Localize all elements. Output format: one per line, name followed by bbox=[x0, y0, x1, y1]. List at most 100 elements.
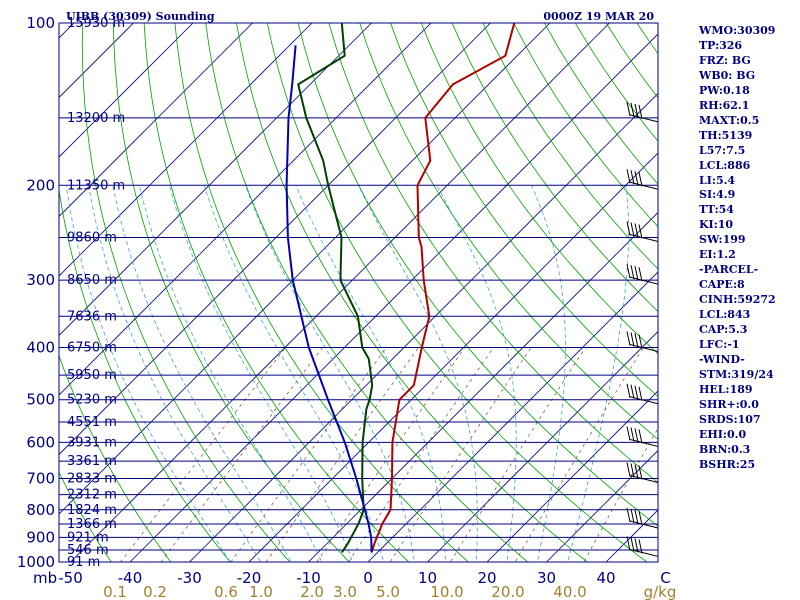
isotherm-line bbox=[427, 330, 658, 562]
isotherm-line bbox=[59, 23, 313, 277]
height-label: 1366 m bbox=[67, 517, 117, 532]
wind-barb-flag bbox=[626, 536, 631, 551]
wind-barb-flag bbox=[630, 102, 635, 118]
wind-barb-staff bbox=[629, 475, 659, 483]
dry-adiabat-line bbox=[297, 23, 658, 527]
height-label: 5950 m bbox=[67, 368, 117, 383]
height-label: 2833 m bbox=[67, 472, 117, 487]
wind-barb-flag bbox=[638, 104, 643, 120]
temperature-profile-line bbox=[370, 23, 516, 553]
temperature-tick-label: -10 bbox=[296, 569, 321, 587]
height-label: 2312 m bbox=[67, 488, 117, 503]
dry-adiabat-line bbox=[112, 23, 350, 562]
wind-barb bbox=[626, 383, 659, 405]
isotherm-line bbox=[725, 23, 800, 562]
mixing-ratio-tick-label: 3.0 bbox=[333, 583, 357, 600]
wind-barb-flag bbox=[630, 508, 635, 524]
sounding-datetime: 0000Z 19 MAR 20 bbox=[543, 10, 654, 23]
moist-adiabat-line bbox=[436, 185, 517, 562]
height-label: 921 m bbox=[67, 530, 109, 545]
moist-adiabat-line bbox=[295, 185, 446, 562]
wind-barb bbox=[626, 462, 659, 483]
wind-barb-staff bbox=[629, 181, 659, 190]
wind-barb-flag bbox=[630, 427, 635, 442]
height-label: 7636 m bbox=[67, 309, 117, 324]
height-label: 546 m bbox=[67, 543, 109, 558]
dry-adiabat-line bbox=[729, 23, 800, 573]
height-label: 11350 m bbox=[67, 178, 125, 193]
wind-barb bbox=[626, 536, 659, 557]
wind-barb bbox=[626, 507, 659, 529]
isotherm-line bbox=[129, 33, 658, 562]
wind-barb-staff bbox=[629, 396, 659, 405]
wind-barb bbox=[626, 264, 659, 285]
mixing-ratio-line bbox=[160, 347, 324, 562]
isotherm-line bbox=[59, 23, 194, 158]
mixing-ratio-tick-label: 0.6 bbox=[214, 583, 238, 600]
height-label: 3931 m bbox=[67, 435, 117, 450]
isotherm-line bbox=[189, 92, 658, 562]
temperature-tick-label: -30 bbox=[177, 569, 202, 587]
wind-barb-flag bbox=[638, 429, 643, 444]
station-title: UIBB (30309) Sounding bbox=[66, 10, 215, 23]
mixing-ratio-line bbox=[316, 347, 466, 562]
mixing-ratio-tick-label: 40.0 bbox=[553, 583, 586, 600]
moist-adiabat-line bbox=[112, 185, 292, 562]
wind-barb-flag bbox=[638, 386, 643, 401]
wind-barb-staff bbox=[629, 548, 659, 557]
temperature-tick-label: -40 bbox=[118, 569, 143, 587]
wind-barb-flag bbox=[626, 383, 631, 398]
temperature-tick-label: 0 bbox=[363, 569, 373, 587]
dry-adiabat-line bbox=[59, 187, 231, 562]
wind-barb-flag bbox=[634, 428, 639, 443]
parcel-profile-line bbox=[285, 45, 373, 553]
height-label: 5230 m bbox=[67, 393, 117, 408]
height-label: 8650 m bbox=[67, 273, 117, 288]
dry-adiabat-line bbox=[59, 354, 172, 562]
wind-barb-flag bbox=[630, 463, 635, 478]
pressure-tick-label: 700 bbox=[26, 470, 55, 488]
wind-barb-staff bbox=[629, 276, 659, 285]
plot-frame bbox=[58, 22, 659, 563]
height-label: 15930 m bbox=[67, 16, 125, 31]
wind-barb-flag bbox=[626, 264, 631, 279]
dry-adiabat-line bbox=[0, 23, 59, 573]
mixing-ratio-line bbox=[389, 347, 532, 562]
height-label: 13200 m bbox=[67, 111, 125, 126]
mixing-ratio-tick-label: 0.1 bbox=[103, 583, 127, 600]
wind-barb bbox=[626, 426, 659, 447]
wind-barb bbox=[626, 221, 659, 242]
wind-barb-flag bbox=[630, 170, 635, 185]
temperature-tick-label: 10 bbox=[418, 569, 437, 587]
isotherm-line bbox=[70, 23, 610, 562]
wind-barb-flag bbox=[634, 171, 639, 186]
wind-barb-staff bbox=[629, 344, 659, 352]
mixing-ratio-line bbox=[230, 347, 387, 562]
isotherm-line bbox=[59, 23, 372, 337]
temperature-tick-label: 30 bbox=[537, 569, 556, 587]
dry-adiabat-line bbox=[390, 23, 658, 397]
dry-adiabat-line bbox=[513, 23, 658, 228]
wind-barb-flag bbox=[630, 384, 635, 399]
height-label: 6750 m bbox=[67, 341, 117, 356]
moist-adiabat-line bbox=[169, 185, 354, 562]
dry-adiabat-line bbox=[359, 23, 658, 440]
wind-barb-flag bbox=[626, 331, 631, 346]
wind-barb-flag bbox=[634, 266, 639, 281]
dry-adiabat-line bbox=[328, 23, 658, 483]
isotherm-line bbox=[0, 23, 15, 562]
mixing-ratio-tick-label: 20.0 bbox=[491, 583, 524, 600]
mixing-ratio-line bbox=[583, 427, 658, 562]
pressure-tick-label: 1000 bbox=[17, 553, 55, 571]
isotherm-line bbox=[59, 23, 253, 218]
pressure-tick-label: 600 bbox=[26, 433, 55, 451]
wind-barb-flag bbox=[634, 538, 639, 553]
wind-barb-flag bbox=[638, 539, 643, 554]
dewpoint-profile-line bbox=[297, 23, 374, 553]
mixing-ratio-tick-label: 1.0 bbox=[249, 583, 273, 600]
wind-barb-flag bbox=[634, 385, 639, 400]
dry-adiabat-line bbox=[544, 23, 658, 185]
pressure-tick-label: 800 bbox=[26, 501, 55, 519]
wind-barb-flag bbox=[630, 332, 635, 347]
